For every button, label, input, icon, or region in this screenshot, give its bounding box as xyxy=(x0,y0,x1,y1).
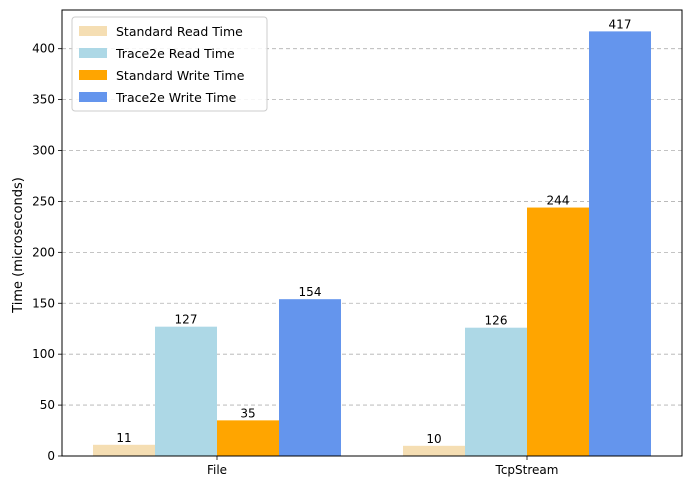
y-tick-label: 150 xyxy=(32,296,55,310)
legend-box xyxy=(71,16,268,112)
bar xyxy=(279,299,341,456)
axes: 0 50 100 150 200 250 300 350 400 File TcpStream xyxy=(32,9,683,477)
legend-label: Trace2e Write Time xyxy=(115,90,237,105)
bar-value-label: 35 xyxy=(240,406,255,420)
bar-value-label: 10 xyxy=(426,432,441,446)
legend-swatch xyxy=(79,92,107,102)
bar-value-label: 154 xyxy=(299,285,322,299)
bar xyxy=(93,444,155,456)
bar xyxy=(527,207,589,456)
legend-label: Trace2e Read Time xyxy=(115,46,235,61)
bar-value-label: 127 xyxy=(175,313,198,327)
bar xyxy=(155,326,217,456)
bars xyxy=(93,31,651,456)
plot-frame xyxy=(61,9,683,457)
bar xyxy=(217,420,279,456)
legend: Standard Read Time Trace2e Read Time Stand… xyxy=(71,16,268,112)
legend-label: Standard Read Time xyxy=(116,24,243,39)
y-tick-label: 350 xyxy=(32,93,55,107)
bar-value-label: 417 xyxy=(609,17,632,31)
bar-value-label: 126 xyxy=(485,314,508,328)
y-tick-label: 0 xyxy=(47,449,55,463)
legend-label: Standard Write Time xyxy=(116,68,245,83)
bar-value-label: 244 xyxy=(547,194,570,208)
bar xyxy=(465,327,527,456)
y-tick-label: 250 xyxy=(32,194,55,208)
y-tick-label: 200 xyxy=(32,245,55,259)
y-axis-title: Time (microseconds) xyxy=(11,177,26,314)
bar-value-label: 11 xyxy=(116,431,131,445)
bar xyxy=(403,445,465,456)
y-tick-label: 100 xyxy=(32,347,55,361)
x-tick-label: TcpStream xyxy=(495,463,559,477)
bar xyxy=(589,31,651,456)
x-tick-label: File xyxy=(207,463,227,477)
legend-swatch xyxy=(79,70,107,80)
y-tick-label: 50 xyxy=(40,398,55,412)
legend-swatch xyxy=(79,26,107,36)
legend-swatch xyxy=(79,48,107,58)
y-tick-label: 400 xyxy=(32,42,55,56)
y-tick-label: 300 xyxy=(32,144,55,158)
data-labels: 11 127 35 154 10 126 244 417 xyxy=(116,17,631,445)
